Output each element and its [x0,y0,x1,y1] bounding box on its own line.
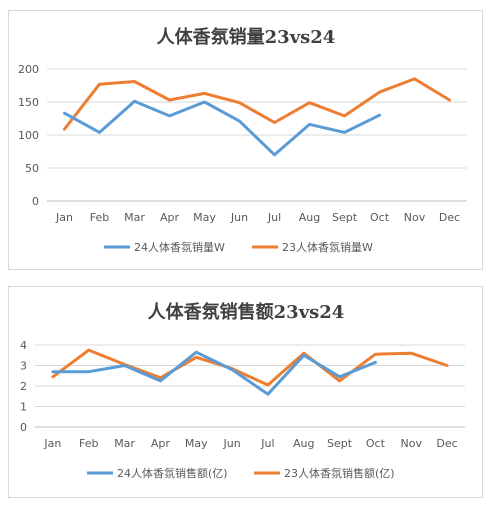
sales-volume-chart: 人体香氛销量23vs24 0 50 100 150 200 Jan Feb Mar Apr May J… [8,10,483,270]
y-tick-label: 4 [20,339,27,352]
x-tick-label: Feb [90,211,109,224]
y-tick-label: 3 [20,360,27,373]
y-tick-label: 50 [25,162,39,175]
x-tick-label: Jan [55,211,73,224]
legend-label-1: 23人体香氛销售额(亿) [284,466,395,480]
x-tick-label: Feb [79,437,98,450]
sales-revenue-chart: 人体香氛销售额23vs24 0 1 2 3 4 Jan Feb Mar Apr May Jun Jul A… [8,286,483,498]
x-tick-label: Aug [299,211,320,224]
x-tick-label: Oct [366,437,386,450]
x-tick-label: May [185,437,208,450]
x-tick-label: Dec [436,437,457,450]
sales-volume-chart-svg: 人体香氛销量23vs24 0 50 100 150 200 Jan Feb Mar Apr May J… [18,26,467,254]
x-tick-label: Apr [151,437,171,450]
chart-title: 人体香氛销售额23vs24 [148,301,345,323]
x-tick-label: Sept [332,211,358,224]
y-tick-label: 1 [20,401,27,414]
y-tick-label: 100 [18,129,39,142]
legend-label-0: 24人体香氛销量W [134,240,225,254]
x-tick-label: Mar [124,211,145,224]
x-tick-label: May [193,211,216,224]
y-tick-label: 0 [20,421,27,434]
x-tick-label: Jul [267,211,281,224]
legend-label-0: 24人体香氛销售额(亿) [117,466,228,480]
y-tick-label: 0 [32,195,39,208]
x-tick-label: Jul [260,437,274,450]
sales-revenue-chart-svg: 人体香氛销售额23vs24 0 1 2 3 4 Jan Feb Mar Apr May Jun Jul A… [20,301,465,480]
x-tick-label: Nov [401,437,423,450]
series-line-0 [51,350,377,396]
y-tick-label: 2 [20,380,27,393]
x-tick-label: Nov [404,211,426,224]
x-tick-label: Apr [160,211,180,224]
x-tick-label: Dec [439,211,460,224]
y-tick-label: 200 [18,63,39,76]
x-tick-label: Aug [293,437,314,450]
series-line-1 [63,77,451,131]
x-tick-label: Sept [327,437,353,450]
series-line-0 [63,99,381,157]
y-tick-label: 150 [18,96,39,109]
x-tick-label: Jun [222,437,240,450]
x-tick-label: Mar [114,437,135,450]
chart-title: 人体香氛销量23vs24 [157,26,336,48]
legend-label-1: 23人体香氛销量W [282,240,373,254]
x-tick-label: Oct [370,211,390,224]
series-line-1 [51,348,449,387]
x-tick-label: Jan [43,437,61,450]
x-tick-label: Jun [230,211,248,224]
